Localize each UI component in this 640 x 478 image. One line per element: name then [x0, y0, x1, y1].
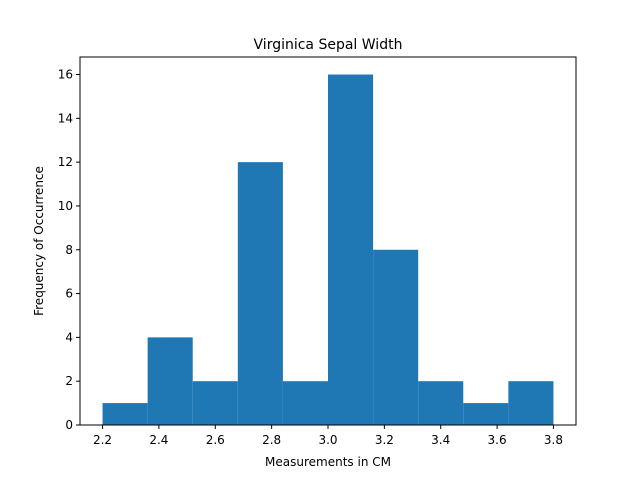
- histogram-bar: [192, 381, 238, 425]
- histogram-bar: [328, 74, 374, 426]
- x-tick-label: 2.4: [149, 433, 168, 447]
- x-tick-label: 2.6: [206, 433, 225, 447]
- x-axis-ticks: 2.2 2.4 2.6 2.8 3.0 3.2 3.4 3.6 3.8: [93, 425, 563, 447]
- x-tick-label: 2.8: [262, 433, 281, 447]
- y-tick-label: 0: [65, 418, 73, 432]
- y-tick-label: 12: [58, 155, 73, 169]
- y-axis-ticks: 0 2 4 6 8 10 12 14 16: [58, 68, 80, 432]
- x-tick-label: 3.2: [375, 433, 394, 447]
- histogram-bar: [102, 403, 148, 425]
- y-tick-label: 16: [58, 68, 73, 82]
- x-tick-label: 3.8: [544, 433, 563, 447]
- x-tick-label: 3.4: [431, 433, 450, 447]
- x-tick-label: 3.0: [318, 433, 337, 447]
- histogram-bar: [282, 381, 328, 425]
- x-tick-label: 3.6: [488, 433, 507, 447]
- histogram-bar: [147, 337, 193, 425]
- chart-title: Virginica Sepal Width: [254, 37, 403, 53]
- histogram-bar: [373, 249, 419, 425]
- y-tick-label: 6: [65, 287, 73, 301]
- y-tick-label: 2: [65, 374, 73, 388]
- histogram-bar: [237, 162, 283, 425]
- x-axis-label: Measurements in CM: [265, 455, 391, 469]
- histogram-bar: [418, 381, 464, 425]
- y-tick-label: 4: [65, 330, 73, 344]
- y-tick-label: 10: [58, 199, 73, 213]
- bars-group: [102, 74, 554, 426]
- y-tick-label: 8: [65, 243, 73, 257]
- histogram-bar: [508, 381, 554, 425]
- x-tick-label: 2.2: [93, 433, 112, 447]
- histogram-bar: [463, 403, 509, 425]
- y-tick-label: 14: [58, 111, 73, 125]
- y-axis-label: Frequency of Occurrence: [32, 166, 46, 316]
